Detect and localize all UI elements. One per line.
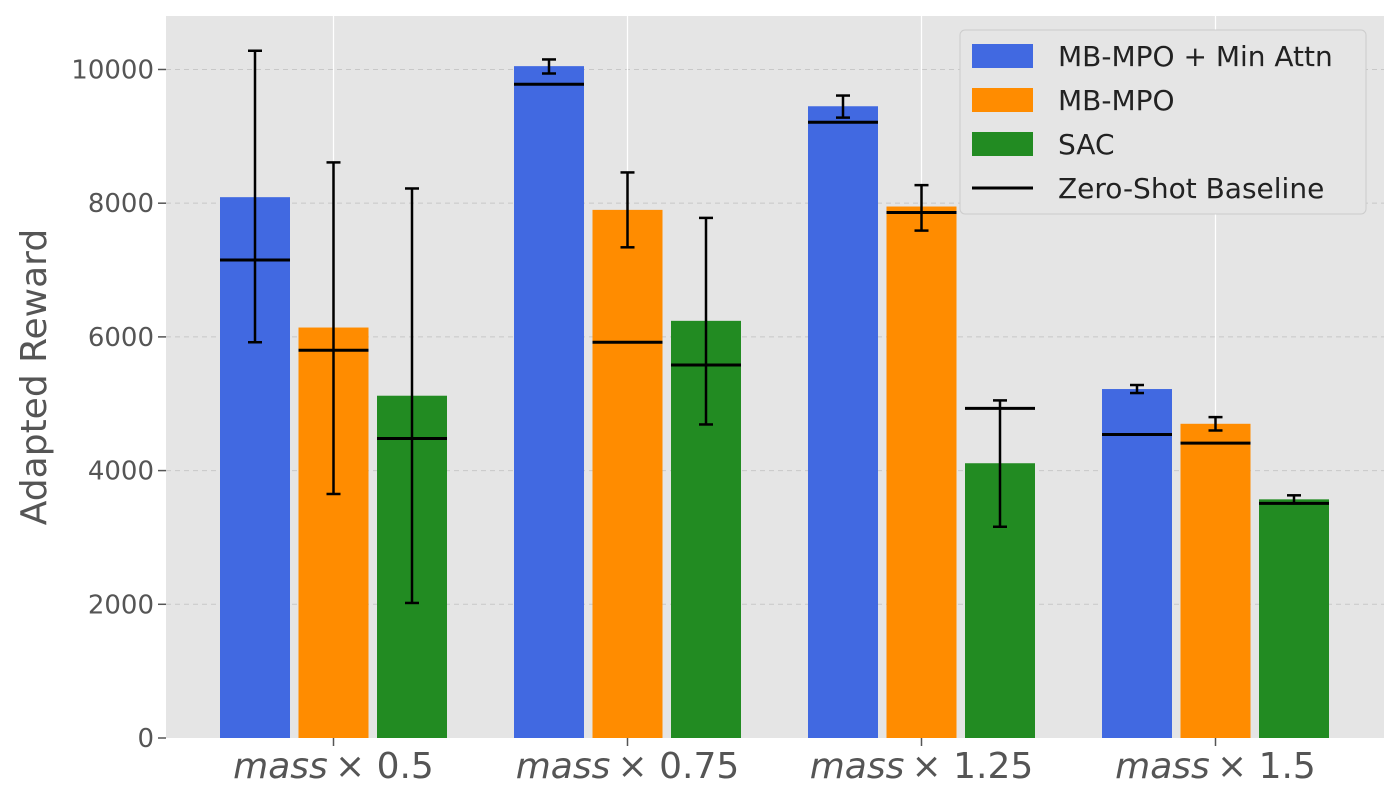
y-tick-label: 10000 xyxy=(71,55,154,85)
legend-label: Zero-Shot Baseline xyxy=(1058,172,1324,205)
x-category-label: mass × 0.75 xyxy=(516,746,740,787)
y-tick-label: 4000 xyxy=(88,457,154,487)
legend-label: MB-MPO xyxy=(1058,84,1175,117)
bar xyxy=(514,66,584,738)
category-prefix: mass xyxy=(233,746,328,787)
bar xyxy=(1180,423,1251,738)
legend-swatch xyxy=(972,132,1033,156)
y-tick-label: 6000 xyxy=(88,323,154,353)
bar xyxy=(1259,499,1329,738)
bars-layer xyxy=(220,49,1329,739)
y-tick-label: 0 xyxy=(137,724,154,754)
category-prefix: mass xyxy=(810,746,905,787)
category-suffix: × 0.75 xyxy=(610,746,739,787)
category-prefix: mass xyxy=(1115,746,1210,787)
x-category-label: mass × 1.25 xyxy=(810,746,1034,787)
x-category-label: mass × 0.5 xyxy=(233,746,434,787)
legend-label: MB-MPO + Min Attn xyxy=(1058,40,1333,73)
legend-box xyxy=(959,29,1367,215)
legend-swatch xyxy=(972,44,1033,68)
y-axis-label: Adapted Reward xyxy=(14,229,55,525)
category-suffix: × 1.25 xyxy=(904,746,1033,787)
legend: MB-MPO + Min Attn MB-MPO SAC Zero-Shot Base… xyxy=(959,29,1367,215)
category-suffix: × 1.5 xyxy=(1210,746,1316,787)
legend-label: SAC xyxy=(1058,128,1115,161)
bar xyxy=(592,209,663,739)
y-tick-label: 8000 xyxy=(88,189,154,219)
legend-swatch xyxy=(972,88,1033,112)
bar xyxy=(886,206,957,738)
category-suffix: × 0.5 xyxy=(328,746,434,787)
y-tick-label: 2000 xyxy=(88,590,154,620)
x-category-label: mass × 1.5 xyxy=(1115,746,1316,787)
category-prefix: mass xyxy=(516,746,611,787)
bar xyxy=(1102,389,1172,738)
bar xyxy=(808,106,878,738)
